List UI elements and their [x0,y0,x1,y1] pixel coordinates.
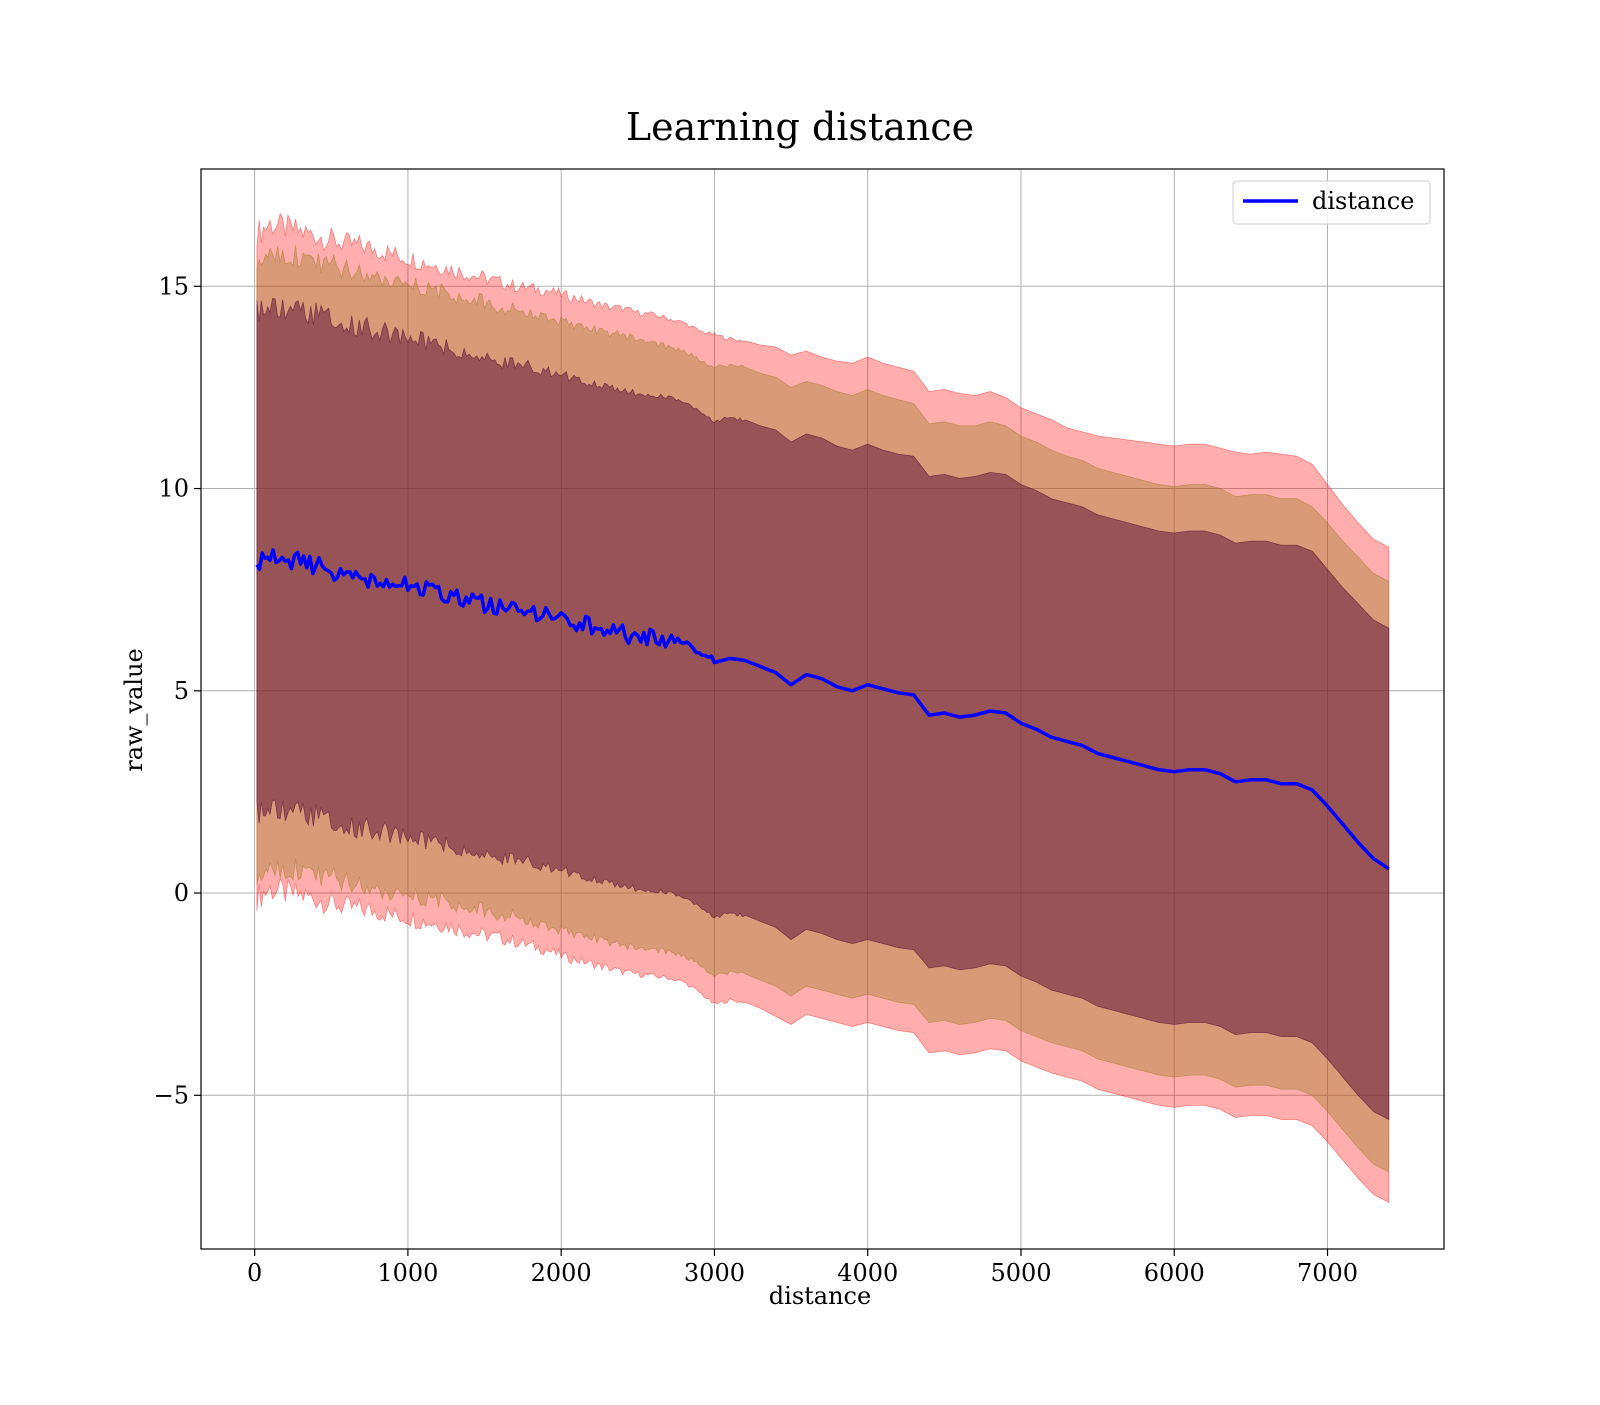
y-tick-label: 10 [158,475,189,503]
legend: distance [1232,180,1431,225]
x-tick-label: 5000 [990,1259,1051,1287]
x-tick-label: 7000 [1297,1259,1358,1287]
chart-title: Learning distance [626,105,974,149]
x-tick-label: 4000 [837,1259,898,1287]
band-2 [256,298,1390,1121]
plot-frame [200,168,1445,1250]
y-tick-label: 15 [158,272,189,300]
x-axis-ticks: 0 1000 2000 3000 4000 5000 6000 7000 [247,1249,1358,1287]
series-line-distance [255,548,1390,871]
y-tick-label: 5 [174,677,189,705]
x-tick-label: 2000 [531,1259,592,1287]
y-tick-label: 0 [174,879,189,907]
series-lines [255,548,1390,871]
confidence-bands [256,212,1390,1204]
y-axis-label: raw_value [120,648,148,772]
x-tick-label: 0 [247,1259,262,1287]
y-axis-ticks: −5 0 5 10 15 [154,272,201,1109]
legend-box [1232,180,1431,225]
x-axis-label: distance [769,1282,871,1310]
x-tick-label: 6000 [1144,1259,1205,1287]
x-tick-label: 1000 [377,1259,438,1287]
y-tick-label: −5 [154,1081,189,1109]
x-tick-label: 3000 [684,1259,745,1287]
legend-label-distance: distance [1312,187,1414,215]
